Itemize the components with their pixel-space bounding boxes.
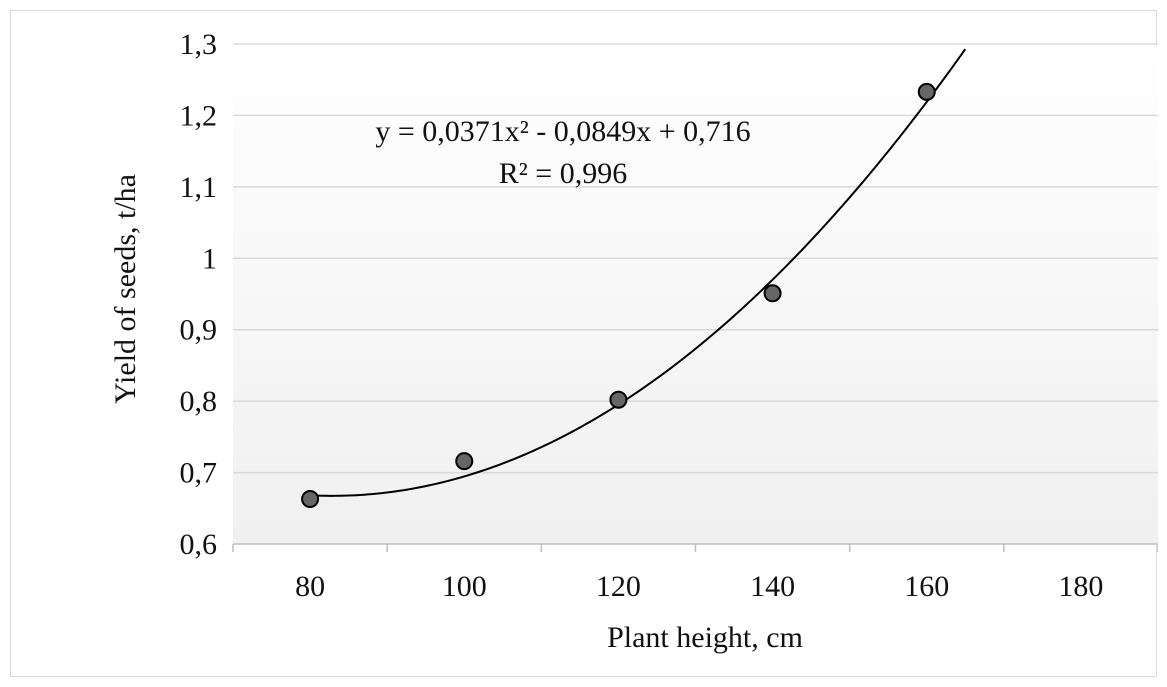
data-point bbox=[917, 82, 936, 101]
plot-background bbox=[233, 44, 1158, 544]
data-point bbox=[301, 490, 320, 508]
x-axis-title: Plant height, cm bbox=[607, 621, 803, 654]
chart-svg: 0,6 0,7 0,8 0,9 1 1,1 1,2 1,3 80 100 120 140 160 180… bbox=[109, 28, 1158, 654]
y-tick-label: 1,1 bbox=[180, 171, 218, 204]
y-tick-label: 0,8 bbox=[180, 385, 218, 418]
y-tick-labels: 0,6 0,7 0,8 0,9 1 1,1 1,2 1,3 bbox=[180, 28, 218, 561]
x-tick-label: 80 bbox=[295, 570, 325, 603]
data-point bbox=[455, 452, 474, 471]
y-tick-label: 1,3 bbox=[180, 28, 218, 61]
trendline-curve bbox=[310, 48, 967, 497]
chart-frame: 0,6 0,7 0,8 0,9 1 1,1 1,2 1,3 80 100 120 140 160 180… bbox=[10, 10, 1158, 677]
y-tick-label: 0,9 bbox=[180, 314, 218, 347]
trendline-layer bbox=[310, 48, 967, 497]
trendline-equation: y = 0,0371x² - 0,0849x + 0,716 bbox=[375, 115, 750, 148]
x-tick-labels: 80 100 120 140 160 180 bbox=[295, 570, 1103, 603]
y-tick-label: 1,2 bbox=[180, 99, 218, 132]
data-point bbox=[763, 284, 782, 303]
x-tick-label: 120 bbox=[596, 570, 641, 603]
trendline-r-squared: R² = 0,996 bbox=[499, 157, 627, 190]
data-points bbox=[301, 82, 936, 508]
grid-lines bbox=[233, 43, 1158, 474]
y-tick-label: 0,6 bbox=[180, 528, 218, 561]
x-axis bbox=[232, 543, 1158, 552]
y-tick-label: 0,7 bbox=[180, 457, 218, 490]
x-tick-label: 140 bbox=[750, 570, 795, 603]
y-tick-label: 1 bbox=[202, 242, 217, 275]
data-point bbox=[609, 390, 628, 409]
x-tick-label: 180 bbox=[1058, 570, 1103, 603]
y-axis-title: Yield of seeds, t/ha bbox=[109, 174, 142, 404]
x-tick-label: 100 bbox=[442, 570, 487, 603]
x-tick-label: 160 bbox=[904, 570, 949, 603]
